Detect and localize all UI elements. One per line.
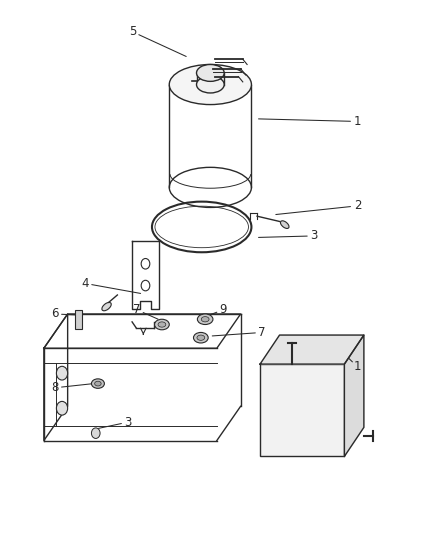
Text: 5: 5	[129, 25, 136, 38]
Ellipse shape	[155, 319, 169, 330]
Ellipse shape	[102, 302, 111, 311]
Circle shape	[57, 366, 67, 380]
Polygon shape	[344, 335, 364, 456]
Ellipse shape	[280, 221, 289, 229]
Ellipse shape	[198, 314, 213, 325]
Ellipse shape	[169, 64, 251, 104]
Text: 1: 1	[353, 115, 361, 128]
Text: 9: 9	[219, 303, 227, 316]
Ellipse shape	[197, 64, 224, 82]
Text: 7: 7	[133, 303, 141, 316]
Circle shape	[57, 401, 67, 415]
FancyBboxPatch shape	[75, 310, 82, 329]
Text: 3: 3	[124, 416, 132, 429]
Ellipse shape	[95, 381, 101, 386]
Ellipse shape	[201, 317, 209, 322]
Ellipse shape	[197, 76, 224, 93]
Text: 6: 6	[51, 308, 58, 320]
Text: 4: 4	[81, 277, 88, 290]
Ellipse shape	[194, 333, 208, 343]
Text: 8: 8	[51, 381, 58, 394]
Text: 7: 7	[258, 326, 266, 339]
Polygon shape	[260, 335, 364, 364]
Ellipse shape	[92, 379, 104, 389]
Text: 1: 1	[353, 360, 361, 373]
Ellipse shape	[158, 322, 166, 327]
Circle shape	[92, 428, 100, 439]
Text: 2: 2	[353, 199, 361, 212]
Bar	[260, 364, 344, 456]
Text: 3: 3	[311, 229, 318, 243]
Ellipse shape	[197, 335, 205, 341]
